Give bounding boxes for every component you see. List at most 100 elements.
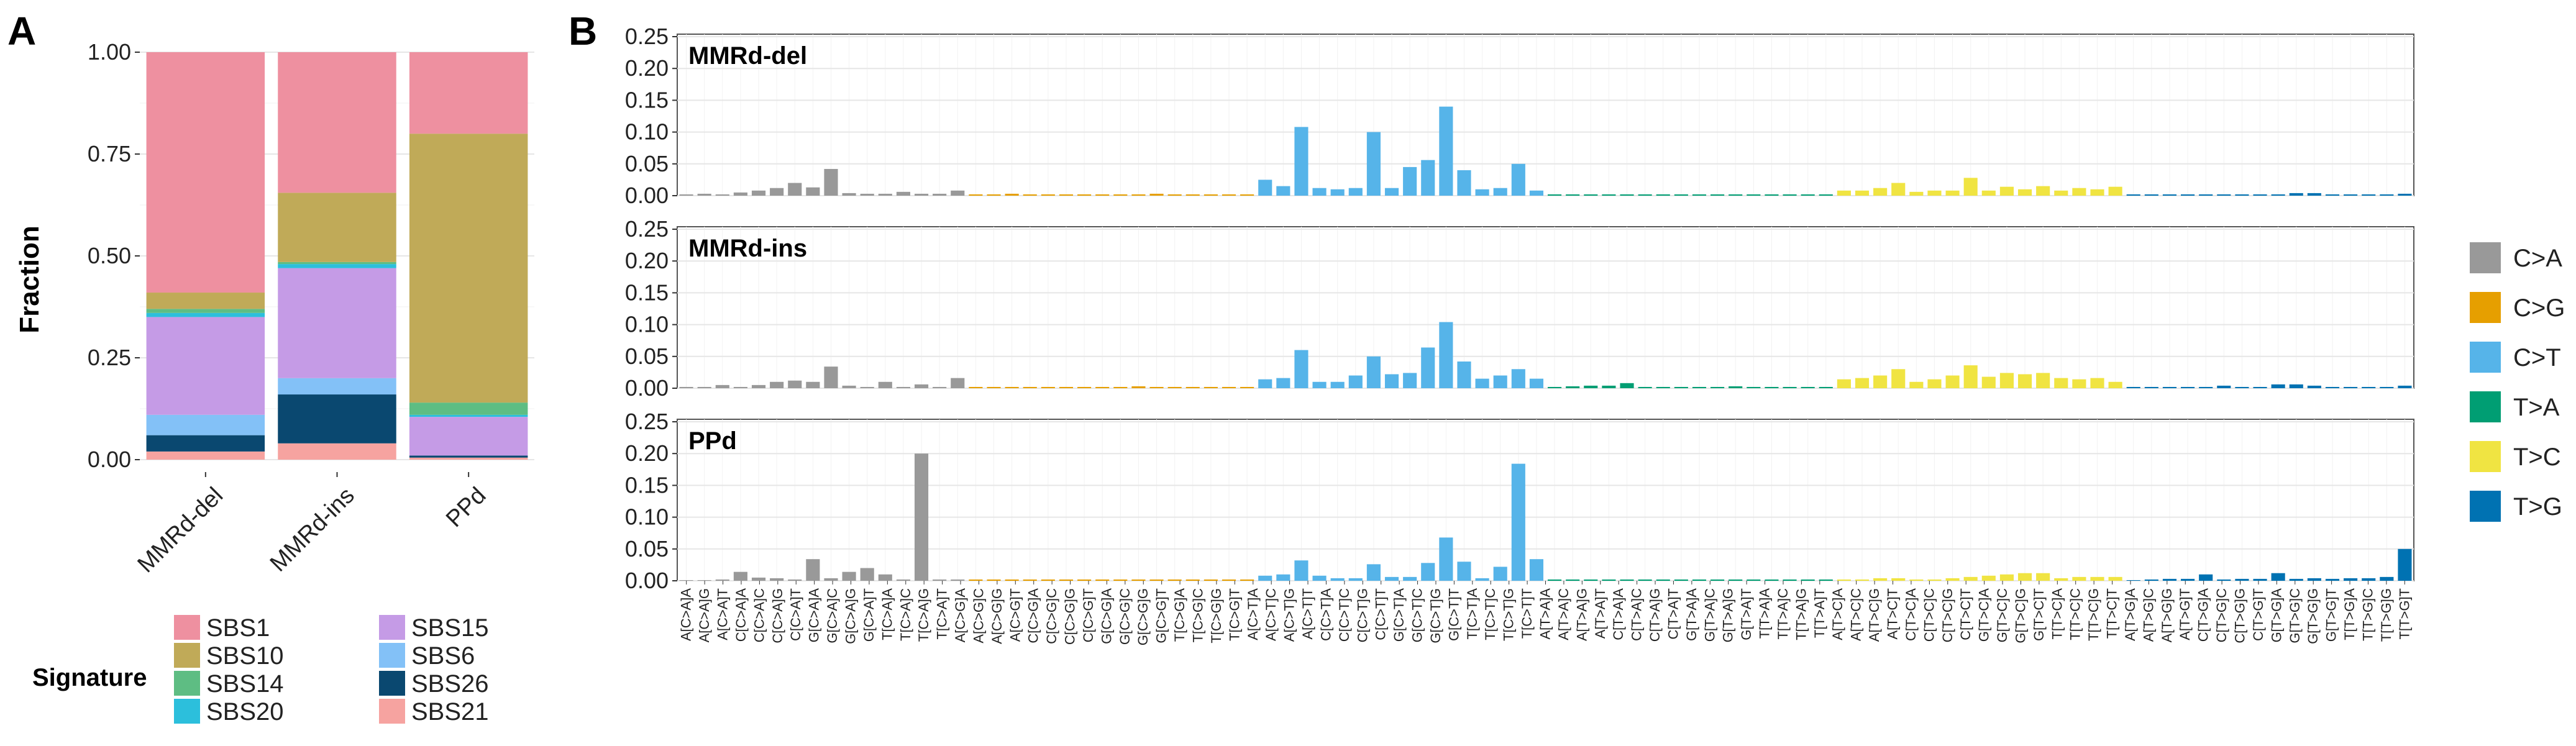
spectrum-bar (2181, 386, 2195, 388)
spectrum-bar (1167, 194, 1182, 196)
panel-b-xtick-label: T[T>G]A (2342, 588, 2357, 640)
panel-b-xtick-label: G[C>A]C (824, 588, 840, 644)
panel-a-category-label: PPd (441, 483, 491, 532)
spectrum-bar (1222, 194, 1236, 196)
panel-a-legend-swatch (379, 699, 405, 724)
panel-b-xtick-label: A[C>A]A (678, 588, 694, 641)
spectrum-bar (1819, 194, 1833, 196)
spectrum-bar (715, 384, 729, 388)
spectrum-bar (2126, 580, 2140, 581)
panel-b-xtick-label: C[T>C]C (1921, 588, 1937, 642)
spectrum-bar (2144, 386, 2158, 388)
spectrum-bar (1801, 386, 1815, 388)
panel-b-xtick-label: A[C>T]T (1300, 588, 1315, 640)
spectrum-bar (1999, 186, 2014, 196)
spectrum-bar (1999, 373, 2014, 388)
panel-a-legend-label: SBS26 (411, 670, 489, 698)
panel-b-xtick-label: C[C>T]A (1318, 588, 1333, 641)
spectrum-bar (1222, 579, 1236, 581)
spectrum-bar (1185, 579, 1200, 581)
spectrum-bar (1566, 194, 1580, 196)
spectrum-bar (1330, 189, 1345, 196)
spectrum-bar (1457, 361, 1471, 388)
spectrum-bar (1692, 579, 1707, 581)
stacked-bar-segment (409, 417, 528, 456)
spectrum-bar (2398, 385, 2412, 388)
spectrum-bar (824, 168, 838, 196)
spectrum-bar (2235, 386, 2249, 388)
spectrum-bar (987, 194, 1001, 196)
spectrum-bar (1584, 385, 1598, 388)
stacked-bar-segment (278, 262, 396, 265)
spectrum-bar (1149, 386, 1164, 388)
panel-b-xtick-label: T[C>A]G (916, 588, 931, 642)
panel-b-facet-frame (677, 419, 2414, 581)
spectrum-bar (1294, 350, 1309, 388)
stacked-bar-segment (146, 435, 265, 452)
spectrum-bar (2380, 386, 2394, 388)
spectrum-bar (2054, 378, 2068, 388)
spectrum-bar (969, 579, 983, 581)
spectrum-bar (751, 384, 766, 388)
panel-b-xtick-label: T[C>G]A (1172, 588, 1187, 642)
panel-b-xtick-label: G[C>T]G (1428, 588, 1443, 644)
stacked-bar-segment (278, 394, 396, 444)
spectrum-bar (1113, 386, 1128, 388)
spectrum-bar (1185, 386, 1200, 388)
panel-b-ytick-label: 0.05 (625, 151, 669, 176)
spectrum-bar (1403, 373, 1417, 388)
spectrum-bar (1023, 386, 1037, 388)
spectrum-bar (1023, 194, 1037, 196)
spectrum-bar (1511, 369, 1525, 388)
panel-b-xtick-label: G[T>C]C (1994, 588, 2010, 643)
stacked-bar-segment (146, 52, 265, 293)
spectrum-bar (770, 578, 784, 581)
spectrum-bar (1493, 188, 1507, 196)
spectrum-bar (987, 386, 1001, 388)
panel-b-ytick-label: 0.20 (625, 55, 669, 81)
panel-b-legend-label: T>A (2513, 394, 2560, 421)
spectrum-bar (1113, 579, 1128, 581)
panel-b-xtick-label: C[C>A]C (751, 588, 767, 643)
panel-b-xtick-label: C[T>C]A (1903, 588, 1919, 641)
panel-b-xtick-label: T[C>G]T (1226, 588, 1242, 641)
panel-b-xtick-label: C[C>T]C (1336, 588, 1352, 642)
panel-b-xtick-label: T[C>T]C (1482, 588, 1498, 640)
panel-a-legend-swatch (174, 615, 200, 640)
spectrum-bar (1475, 189, 1489, 196)
spectrum-bar (1113, 194, 1128, 196)
spectrum-bar (2217, 579, 2231, 581)
panel-b-xtick-label: G[C>A]T (861, 588, 877, 642)
spectrum-bar (679, 580, 693, 581)
spectrum-bar (1801, 579, 1815, 581)
stacked-bar-segment (146, 451, 265, 460)
spectrum-bar (1240, 194, 1254, 196)
spectrum-bar (2217, 194, 2231, 196)
stacked-bar-segment (146, 293, 265, 309)
panel-a-legend-label: SBS20 (206, 698, 284, 726)
spectrum-bar (1927, 579, 1942, 581)
spectrum-bar (1348, 188, 1363, 196)
spectrum-bar (2199, 574, 2213, 581)
spectrum-bar (1945, 578, 1960, 581)
spectrum-bar (2199, 386, 2213, 388)
panel-a-bars (146, 52, 528, 477)
spectrum-bar (824, 578, 838, 581)
spectrum-bar (1384, 188, 1399, 196)
spectrum-bar (1855, 190, 1870, 196)
panel-b-xtick-label: A[T>G]A (2122, 588, 2138, 641)
spectrum-bar (1511, 163, 1525, 196)
spectrum-bar (1837, 190, 1851, 196)
spectrum-bar (1602, 194, 1616, 196)
spectrum-bar (951, 190, 965, 196)
panel-b-legend-swatch (2470, 391, 2501, 422)
spectrum-bar (1240, 386, 1254, 388)
panel-b-xtick-label: C[C>G]G (1062, 588, 1078, 645)
spectrum-bar (1276, 186, 1290, 196)
panel-b-xtick-label: G[C>G]T (1154, 588, 1169, 644)
panel-b-xtick-label: G[C>A]G (843, 588, 859, 644)
spectrum-bar (2344, 194, 2358, 196)
panel-b-xtick-label: G[C>T]C (1410, 588, 1425, 643)
spectrum-bar (1891, 369, 1906, 388)
spectrum-bar (1005, 579, 1019, 581)
